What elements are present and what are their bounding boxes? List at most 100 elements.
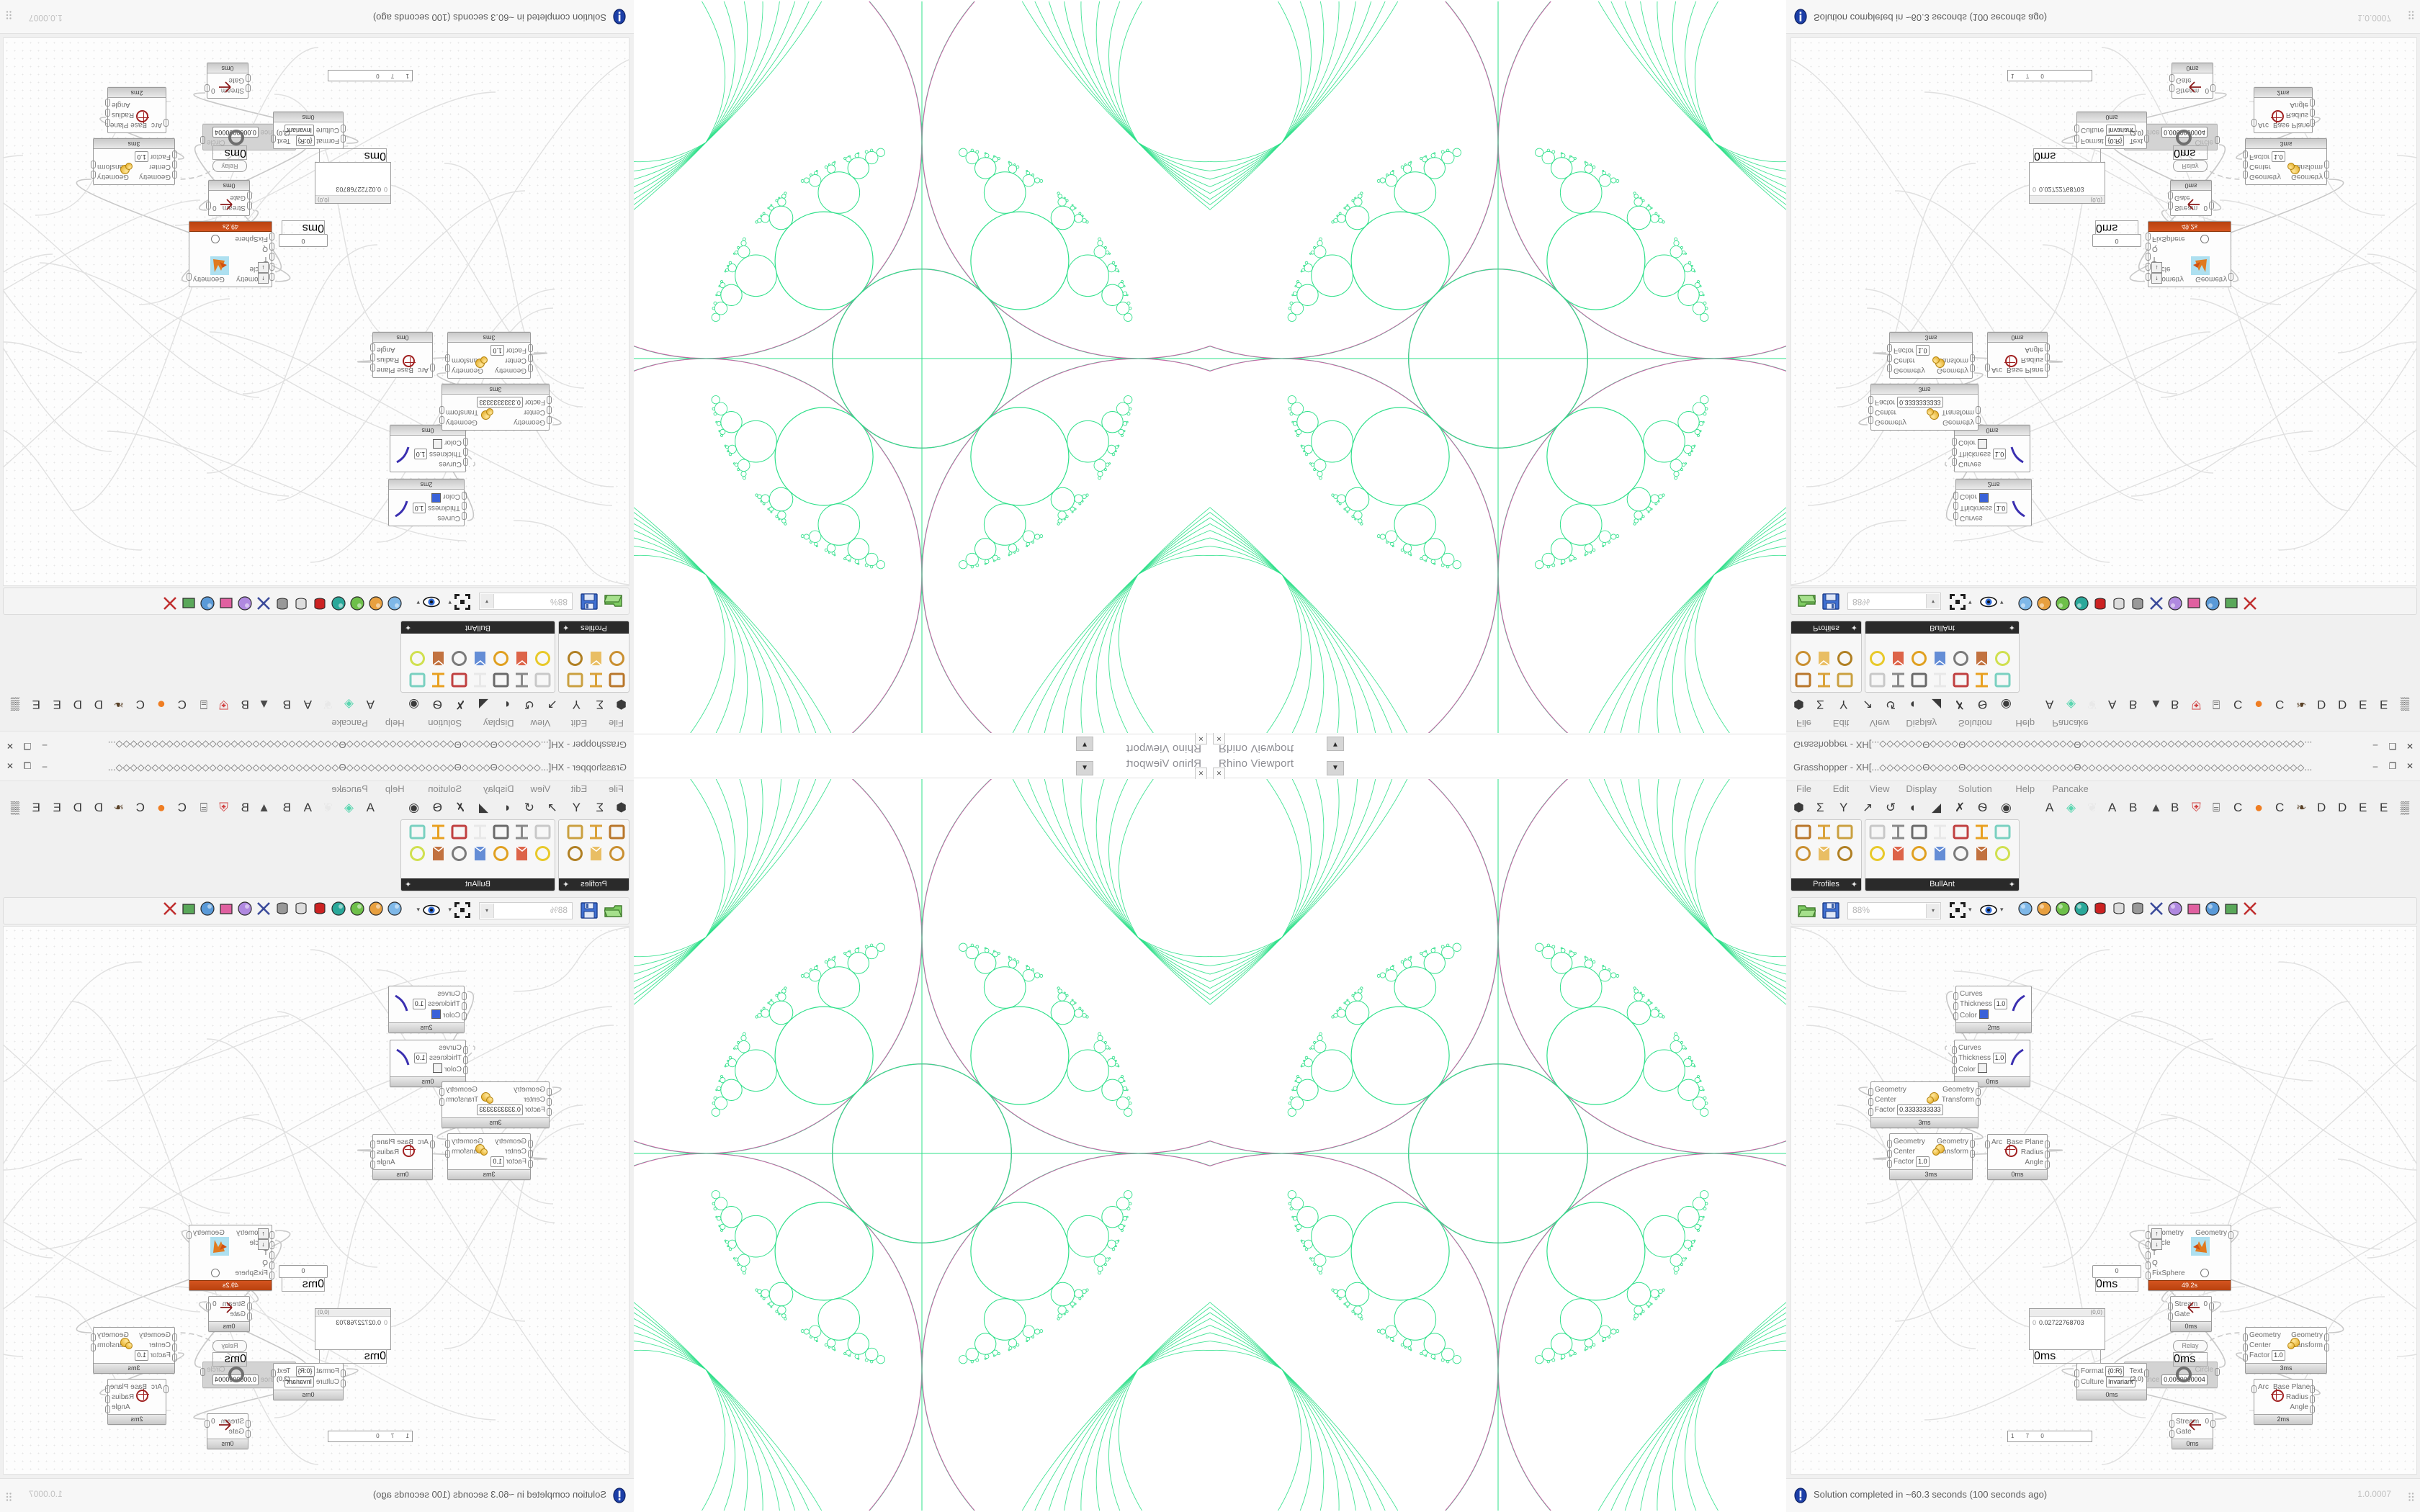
output-port[interactable] bbox=[205, 84, 210, 92]
open-folder-icon[interactable] bbox=[1797, 589, 1816, 611]
tab-params-icon[interactable]: ⬢ bbox=[1793, 801, 1804, 814]
component-button-1-9[interactable] bbox=[449, 844, 469, 863]
chevron-down-icon[interactable]: ▾ bbox=[1926, 594, 1940, 608]
output-port[interactable] bbox=[1970, 354, 1975, 362]
cross-wires-icon[interactable] bbox=[2148, 901, 2164, 920]
component-button-1-3[interactable] bbox=[1888, 844, 1908, 863]
gh-component-n-format[interactable]: Format {0:R} Text Culture Invariant 0ms (2,0… bbox=[271, 112, 346, 149]
output-port[interactable] bbox=[1976, 1098, 1981, 1106]
output-port[interactable] bbox=[370, 354, 375, 361]
gh-component-n-preview-1[interactable]: Curves Thickness 1.0 Color 2ms bbox=[388, 986, 467, 1033]
gh-component-n-preview-2[interactable]: Curves Thickness 1.0 Color 0ms bbox=[390, 425, 468, 472]
tab-params-icon[interactable]: ⬢ bbox=[616, 801, 627, 814]
output-port[interactable] bbox=[2144, 135, 2149, 143]
magnifier-icon[interactable] bbox=[2205, 592, 2220, 611]
component-button-1-13[interactable] bbox=[1993, 649, 2012, 668]
gh-component-n-scale-2[interactable]: Geometry Geometry Center Transform Factor 1.… bbox=[445, 1133, 533, 1180]
output-port[interactable] bbox=[200, 1368, 205, 1376]
tab-clipper-icon[interactable]: C bbox=[177, 801, 187, 814]
input-port[interactable] bbox=[1887, 344, 1892, 352]
output-port[interactable] bbox=[2209, 202, 2214, 210]
output-port[interactable] bbox=[439, 1098, 444, 1106]
graft-down-icon[interactable]: ↓ bbox=[2151, 1239, 2162, 1250]
menu-item-pancake[interactable]: Pancake bbox=[331, 783, 368, 794]
input-port[interactable] bbox=[528, 1140, 533, 1148]
output-port[interactable] bbox=[271, 135, 276, 143]
input-port[interactable] bbox=[2251, 119, 2257, 127]
gh-component-n-format[interactable]: Format {0:R} Text Culture Invariant 0ms (2,0… bbox=[271, 1363, 346, 1400]
input-port[interactable] bbox=[463, 458, 468, 466]
minimize-button[interactable]: – bbox=[42, 741, 48, 751]
menu-item-display[interactable]: Display bbox=[483, 718, 514, 729]
gh-component-n-circle-fit[interactable]: CurveCircleTolerance 0.0000000004 bbox=[200, 1362, 298, 1388]
flatten-up-icon[interactable]: ↑ bbox=[2151, 1228, 2162, 1239]
tab-decoding-icon[interactable]: D bbox=[2317, 698, 2326, 711]
output-port[interactable] bbox=[439, 416, 444, 424]
menu-item-edit[interactable]: Edit bbox=[1832, 718, 1850, 729]
output-port[interactable] bbox=[1976, 416, 1981, 424]
component-button-0-5[interactable] bbox=[1835, 649, 1855, 668]
input-port[interactable] bbox=[528, 1160, 533, 1168]
tab-dendro-icon[interactable]: D bbox=[2338, 698, 2347, 711]
tab-gem-icon[interactable]: ◈ bbox=[2066, 801, 2076, 814]
menu-item-solution[interactable]: Solution bbox=[428, 718, 462, 729]
input-port[interactable] bbox=[172, 1354, 177, 1362]
gh-component-n-scale-2[interactable]: Geometry Geometry Center Transform Factor 1.… bbox=[1887, 1133, 1975, 1180]
input-port[interactable] bbox=[462, 502, 467, 510]
tab-bowerbird-icon[interactable]: ⛨ bbox=[219, 698, 228, 711]
rhino-3d-viewport[interactable] bbox=[1210, 1, 1786, 733]
output-port[interactable] bbox=[200, 136, 205, 144]
sphere-shaded-icon[interactable] bbox=[387, 592, 403, 611]
save-icon[interactable] bbox=[1821, 589, 1840, 611]
window-icon[interactable] bbox=[2223, 901, 2239, 920]
output-port[interactable] bbox=[2310, 99, 2315, 107]
input-port[interactable] bbox=[430, 1140, 435, 1148]
tab-params-icon[interactable]: ⬢ bbox=[616, 698, 627, 711]
component-button-0-3[interactable] bbox=[586, 844, 606, 863]
input-value-field[interactable]: 0.3333333333 bbox=[477, 397, 523, 408]
close-button[interactable]: ✕ bbox=[2406, 741, 2414, 751]
tab-cocoon-icon[interactable]: ● bbox=[156, 800, 166, 816]
gh-number-strip[interactable]: 1 7 0 bbox=[2007, 70, 2092, 81]
tab-axolotl-icon[interactable]: A bbox=[2108, 801, 2117, 814]
input-port[interactable] bbox=[547, 416, 552, 424]
tab-sets-icon[interactable]: Υ bbox=[572, 698, 581, 711]
menu-item-solution[interactable]: Solution bbox=[428, 783, 462, 794]
gh-component-n-scale-1[interactable]: Geometry Geometry Center Transform Factor 0.… bbox=[439, 1081, 552, 1128]
tab-cocoon-icon[interactable]: ● bbox=[156, 696, 166, 712]
menu-item-display[interactable]: Display bbox=[1906, 783, 1937, 794]
gh-component-n-scale-3[interactable]: Geometry Geometry Center Transform Factor 1.… bbox=[2243, 138, 2329, 185]
menu-item-file[interactable]: File bbox=[1796, 783, 1811, 794]
output-port[interactable] bbox=[91, 171, 96, 179]
output-port[interactable] bbox=[2045, 1140, 2050, 1148]
tab-cocoon-icon[interactable]: ● bbox=[2254, 800, 2264, 816]
flatten-up-icon[interactable]: ↑ bbox=[2151, 273, 2162, 284]
color-swatch[interactable] bbox=[433, 439, 443, 449]
output-port[interactable] bbox=[370, 343, 375, 351]
output-port[interactable] bbox=[206, 1302, 211, 1310]
gh-component-n-circle-fit[interactable]: CurveCircleTolerance 0.0000000004 bbox=[2122, 124, 2220, 150]
input-port[interactable] bbox=[2146, 1251, 2151, 1259]
input-port[interactable] bbox=[1868, 1108, 1873, 1116]
input-value-field[interactable]: 1.0 bbox=[135, 1350, 148, 1361]
menu-item-help[interactable]: Help bbox=[385, 718, 405, 729]
display-mode-icon-strip[interactable] bbox=[159, 901, 403, 920]
output-port[interactable] bbox=[2045, 343, 2050, 351]
component-button-0-1[interactable] bbox=[1793, 844, 1813, 863]
zoom-level-field[interactable]: 88% ▾ bbox=[479, 593, 573, 610]
component-button-1-10[interactable] bbox=[429, 822, 448, 842]
input-port[interactable] bbox=[1887, 354, 1892, 362]
component-button-1-1[interactable] bbox=[1868, 649, 1887, 668]
menu-item-display[interactable]: Display bbox=[1906, 718, 1937, 729]
input-value-field[interactable]: 1.0 bbox=[413, 449, 428, 459]
box-pink-icon[interactable] bbox=[2186, 901, 2202, 920]
input-port[interactable] bbox=[2074, 1380, 2079, 1387]
input-port[interactable] bbox=[1985, 1140, 1990, 1148]
tab-bullant-icon[interactable]: B bbox=[282, 801, 291, 814]
component-button-1-7[interactable] bbox=[470, 844, 490, 863]
input-port[interactable] bbox=[1952, 458, 1957, 466]
component-button-1-1[interactable] bbox=[1868, 844, 1887, 863]
tab-gem-icon[interactable]: ◈ bbox=[344, 698, 354, 711]
gh-component-n-arc-1[interactable]: Arc Base Plane Radius Angle 0ms bbox=[370, 1134, 435, 1180]
resize-grip[interactable] bbox=[2408, 1492, 2416, 1501]
